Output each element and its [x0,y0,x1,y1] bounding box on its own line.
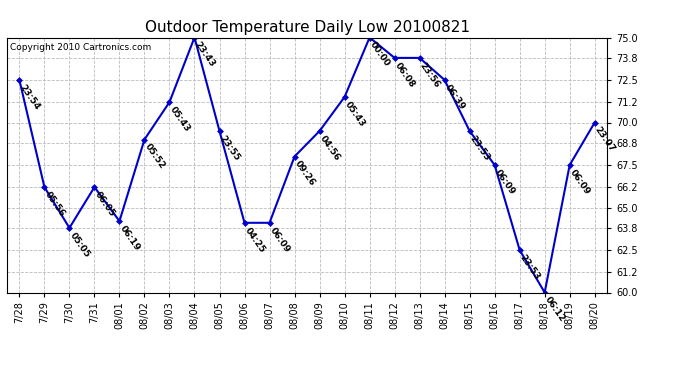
Text: 23:55: 23:55 [217,134,241,162]
Text: 23:53: 23:53 [518,253,542,281]
Text: 23:43: 23:43 [193,40,217,69]
Text: 23:54: 23:54 [17,83,41,111]
Text: 09:26: 09:26 [293,159,317,188]
Text: 05:52: 05:52 [143,142,166,171]
Text: 05:56: 05:56 [43,190,66,218]
Text: 23:53: 23:53 [468,134,491,162]
Text: 05:43: 05:43 [168,105,191,134]
Text: Copyright 2010 Cartronics.com: Copyright 2010 Cartronics.com [10,43,151,52]
Text: 06:09: 06:09 [493,168,517,196]
Text: 06:19: 06:19 [117,224,141,252]
Text: 23:07: 23:07 [593,125,617,154]
Text: 00:00: 00:00 [368,40,391,69]
Text: 23:56: 23:56 [417,61,442,89]
Text: 06:08: 06:08 [393,61,417,89]
Text: 06:09: 06:09 [568,168,591,196]
Text: 04:56: 04:56 [317,134,342,162]
Text: 05:43: 05:43 [343,100,366,128]
Text: 06:05: 06:05 [92,190,117,218]
Text: 06:12: 06:12 [543,295,566,324]
Title: Outdoor Temperature Daily Low 20100821: Outdoor Temperature Daily Low 20100821 [144,20,470,35]
Text: 04:25: 04:25 [243,226,266,254]
Text: 06:39: 06:39 [443,83,466,111]
Text: 05:05: 05:05 [68,231,91,259]
Text: 06:09: 06:09 [268,226,291,254]
